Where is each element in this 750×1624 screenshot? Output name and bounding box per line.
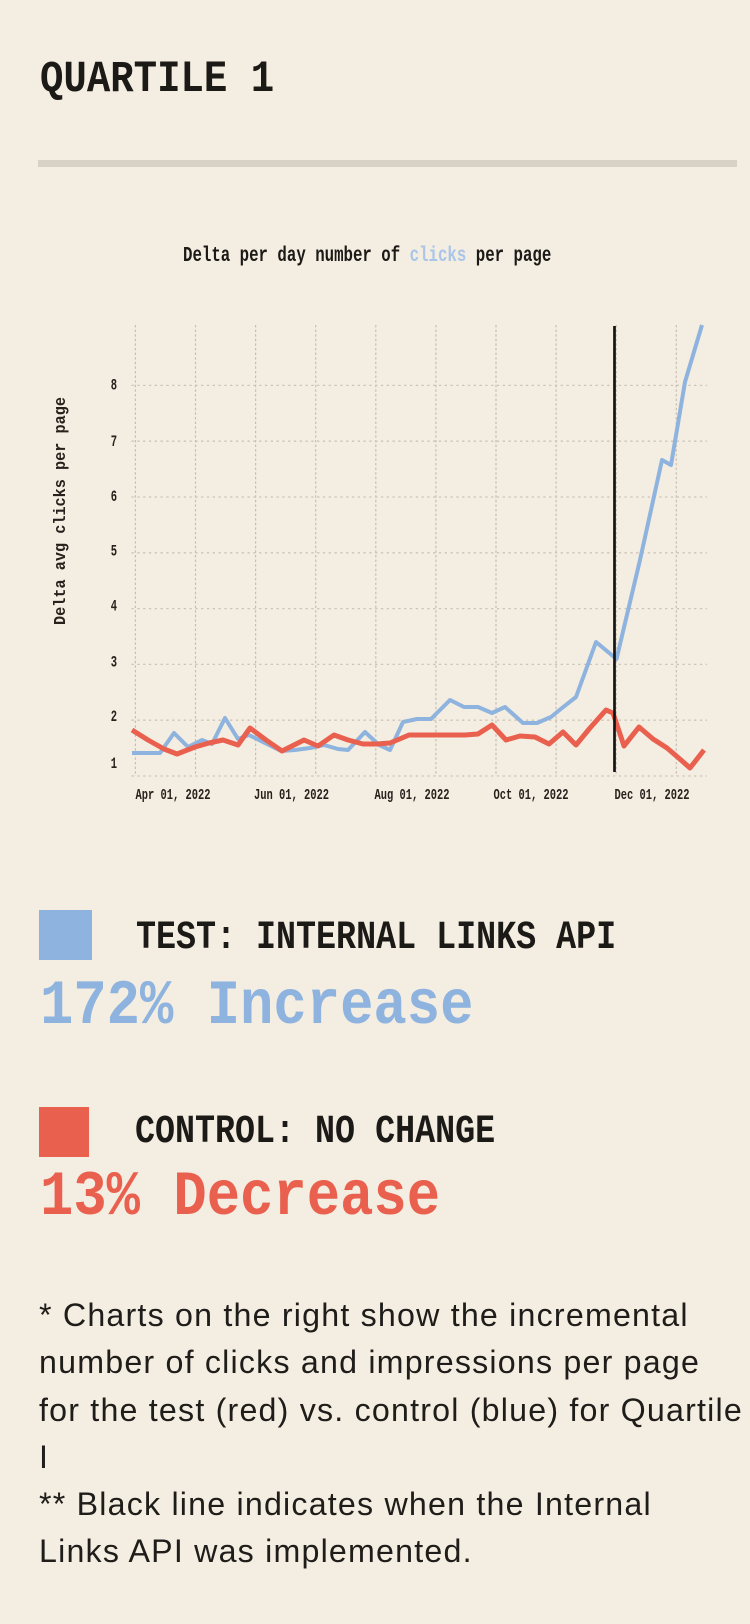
svg-text:2: 2 <box>111 708 117 726</box>
svg-text:Aug 01, 2022: Aug 01, 2022 <box>375 787 450 804</box>
svg-text:Apr 01, 2022: Apr 01, 2022 <box>136 787 211 804</box>
svg-text:1: 1 <box>111 755 117 773</box>
svg-text:4: 4 <box>111 598 117 616</box>
svg-text:6: 6 <box>111 488 117 506</box>
svg-text:3: 3 <box>111 653 117 671</box>
svg-text:8: 8 <box>111 377 117 395</box>
svg-text:5: 5 <box>111 543 117 561</box>
svg-text:Jun 01, 2022: Jun 01, 2022 <box>254 787 329 804</box>
svg-text:Delta avg clicks per page: Delta avg clicks per page <box>52 397 71 625</box>
svg-text:7: 7 <box>111 433 117 451</box>
svg-text:Dec 01, 2022: Dec 01, 2022 <box>615 787 690 804</box>
svg-text:Oct 01, 2022: Oct 01, 2022 <box>494 787 569 804</box>
